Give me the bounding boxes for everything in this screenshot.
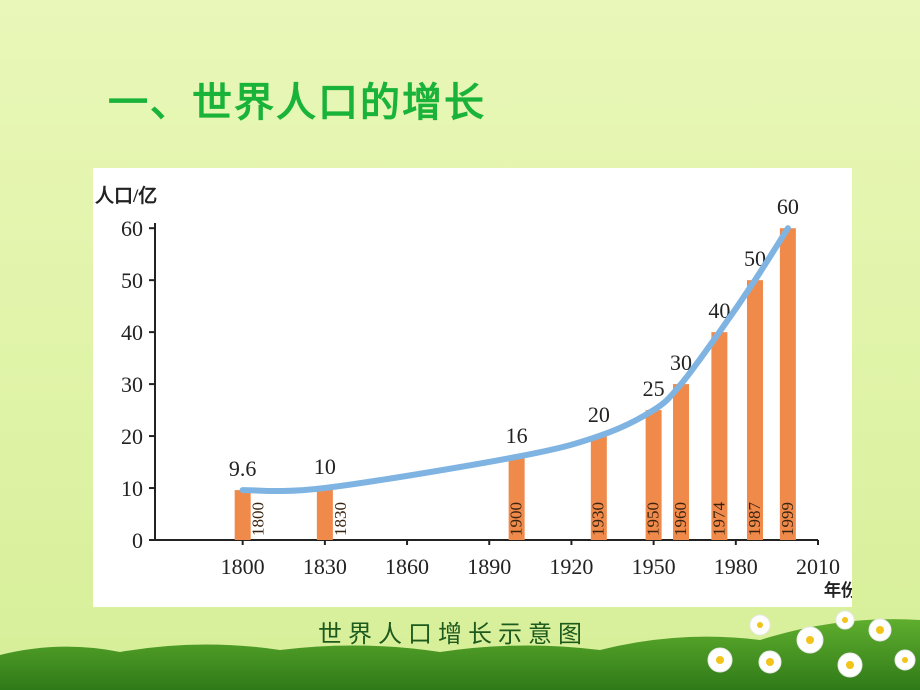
bar bbox=[316, 488, 333, 540]
value-label: 25 bbox=[643, 376, 665, 401]
flower-centers bbox=[716, 617, 908, 669]
y-tick-label: 60 bbox=[121, 216, 143, 241]
trend-line bbox=[239, 225, 791, 495]
x-tick-label: 1830 bbox=[303, 554, 347, 579]
bar bbox=[508, 456, 525, 540]
chart: 人口/亿年份 0 10 20 30 40 50 60 1800 1830 1860 1890 1920 1… bbox=[95, 184, 859, 600]
value-label: 20 bbox=[588, 402, 610, 427]
y-tick-label: 20 bbox=[121, 424, 143, 449]
value-label: 40 bbox=[708, 298, 730, 323]
bar bbox=[711, 332, 728, 540]
x-tick-label: 1860 bbox=[385, 554, 429, 579]
bar bbox=[645, 410, 662, 540]
slide-title: 一、世界人口的增长 bbox=[108, 80, 486, 126]
x-axis-label: 年份 bbox=[824, 580, 852, 600]
x-tick-label: 1800 bbox=[221, 554, 265, 579]
bar bbox=[234, 490, 251, 540]
value-label: 9.6 bbox=[229, 456, 257, 481]
year-label: 1900 bbox=[507, 502, 526, 536]
x-tick-label: 2010 bbox=[796, 554, 840, 579]
year-label: 1800 bbox=[249, 502, 268, 536]
year-label: 1830 bbox=[331, 502, 350, 536]
y-tick-label: 40 bbox=[121, 320, 143, 345]
year-label: 1987 bbox=[745, 502, 764, 537]
y-tick-label: 10 bbox=[121, 476, 143, 501]
bar bbox=[746, 280, 763, 540]
value-label: 60 bbox=[777, 194, 799, 219]
bar bbox=[673, 384, 690, 540]
x-tick-label: 1890 bbox=[467, 554, 511, 579]
year-label: 1960 bbox=[671, 502, 690, 536]
bar bbox=[779, 228, 796, 540]
value-label: 50 bbox=[744, 246, 766, 271]
y-tick-label: 50 bbox=[121, 268, 143, 293]
chart-caption: 世界人口增长示意图 bbox=[318, 620, 588, 648]
y-tick-label: 30 bbox=[121, 372, 143, 397]
chart-panel: 人口/亿年份 0 10 20 30 40 50 60 1800 1830 1860 1890 1920 1… bbox=[93, 168, 859, 607]
year-label: 1930 bbox=[589, 502, 608, 536]
year-label: 1999 bbox=[778, 502, 797, 536]
value-label: 10 bbox=[314, 454, 336, 479]
x-tick-label: 1980 bbox=[714, 554, 758, 579]
flowers bbox=[707, 610, 916, 678]
bar bbox=[590, 436, 607, 540]
value-label: 16 bbox=[506, 423, 528, 448]
x-tick-label: 1950 bbox=[632, 554, 676, 579]
x-tick-label: 1920 bbox=[549, 554, 593, 579]
y-axis-label: 人口/亿 bbox=[95, 184, 157, 207]
year-label: 1950 bbox=[644, 502, 663, 536]
year-label: 1974 bbox=[709, 502, 728, 537]
value-label: 30 bbox=[670, 350, 692, 375]
y-tick-label: 0 bbox=[132, 528, 143, 553]
